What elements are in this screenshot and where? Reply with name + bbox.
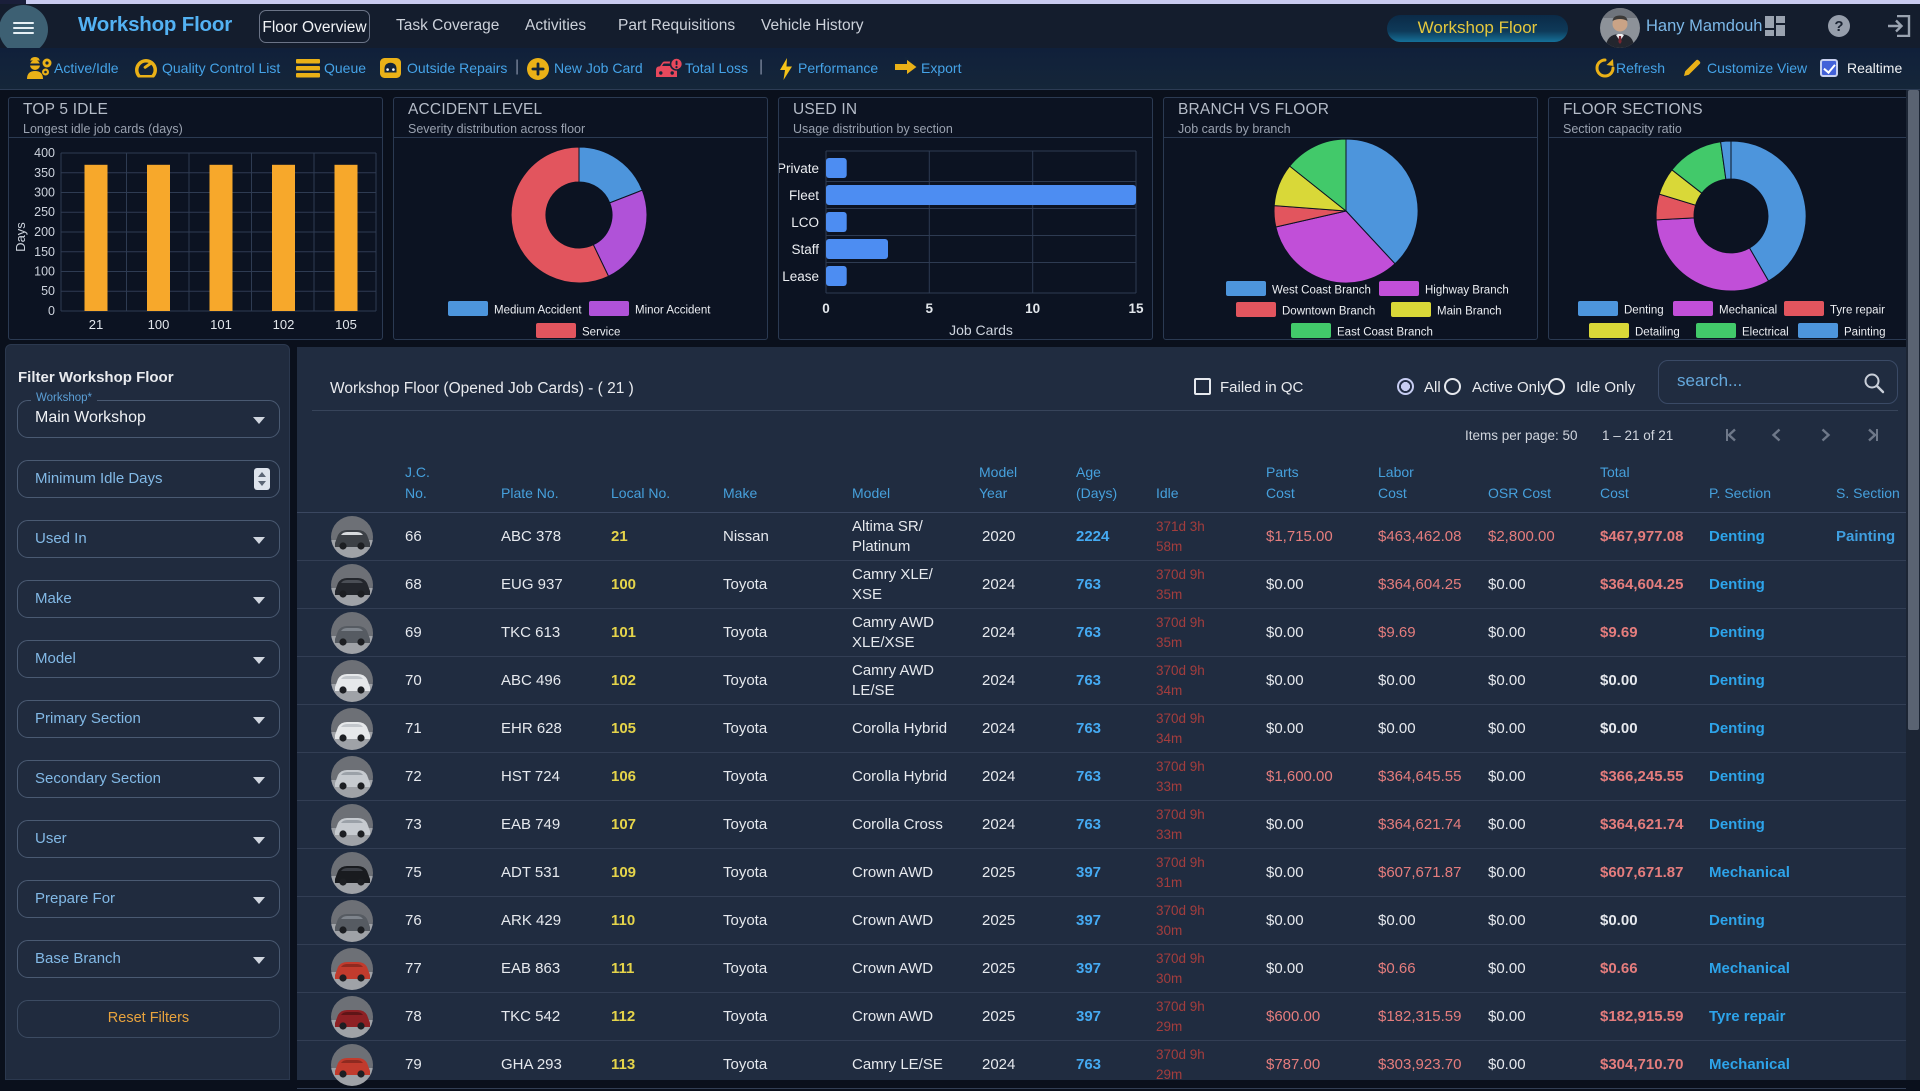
svg-text:?: ? xyxy=(1834,18,1843,35)
svg-text:100: 100 xyxy=(34,265,55,279)
svg-text:250: 250 xyxy=(34,205,55,219)
svg-text:Service: Service xyxy=(582,327,620,339)
svg-text:Electrical: Electrical xyxy=(1742,327,1789,339)
svg-text:150: 150 xyxy=(34,245,55,259)
svg-text:East Coast Branch: East Coast Branch xyxy=(1337,327,1433,339)
svg-text:Fleet: Fleet xyxy=(789,188,819,203)
svg-text:West Coast Branch: West Coast Branch xyxy=(1272,285,1371,297)
svg-text:Lease: Lease xyxy=(782,269,819,284)
svg-text:Medium Accident: Medium Accident xyxy=(494,305,582,317)
svg-text:Job Cards: Job Cards xyxy=(949,322,1013,338)
svg-text:Tyre repair: Tyre repair xyxy=(1830,305,1885,317)
svg-text:15: 15 xyxy=(1128,301,1144,316)
svg-text:100: 100 xyxy=(148,317,170,332)
svg-text:0: 0 xyxy=(822,301,830,316)
svg-text:Downtown Branch: Downtown Branch xyxy=(1282,306,1375,318)
svg-text:350: 350 xyxy=(34,166,55,180)
svg-text:Painting: Painting xyxy=(1844,327,1886,339)
svg-text:Days: Days xyxy=(13,222,28,252)
svg-text:200: 200 xyxy=(34,225,55,239)
svg-text:102: 102 xyxy=(273,317,295,332)
svg-text:Denting: Denting xyxy=(1624,305,1664,317)
svg-text:Main Branch: Main Branch xyxy=(1437,306,1502,318)
svg-text:LCO: LCO xyxy=(791,215,819,230)
svg-text:50: 50 xyxy=(41,284,55,298)
svg-text:400: 400 xyxy=(34,146,55,160)
svg-text:10: 10 xyxy=(1025,301,1040,316)
svg-text:Mechanical: Mechanical xyxy=(1719,305,1777,317)
svg-text:Highway Branch: Highway Branch xyxy=(1425,285,1509,297)
svg-text:Minor Accident: Minor Accident xyxy=(635,305,711,317)
svg-text:105: 105 xyxy=(335,317,357,332)
svg-text:5: 5 xyxy=(926,301,934,316)
svg-text:300: 300 xyxy=(34,186,55,200)
svg-text:Detailing: Detailing xyxy=(1635,327,1680,339)
svg-text:0: 0 xyxy=(48,304,55,318)
svg-text:Staff: Staff xyxy=(791,242,819,257)
svg-text:21: 21 xyxy=(89,317,103,332)
svg-text:101: 101 xyxy=(210,317,232,332)
svg-text:Private: Private xyxy=(779,161,819,176)
